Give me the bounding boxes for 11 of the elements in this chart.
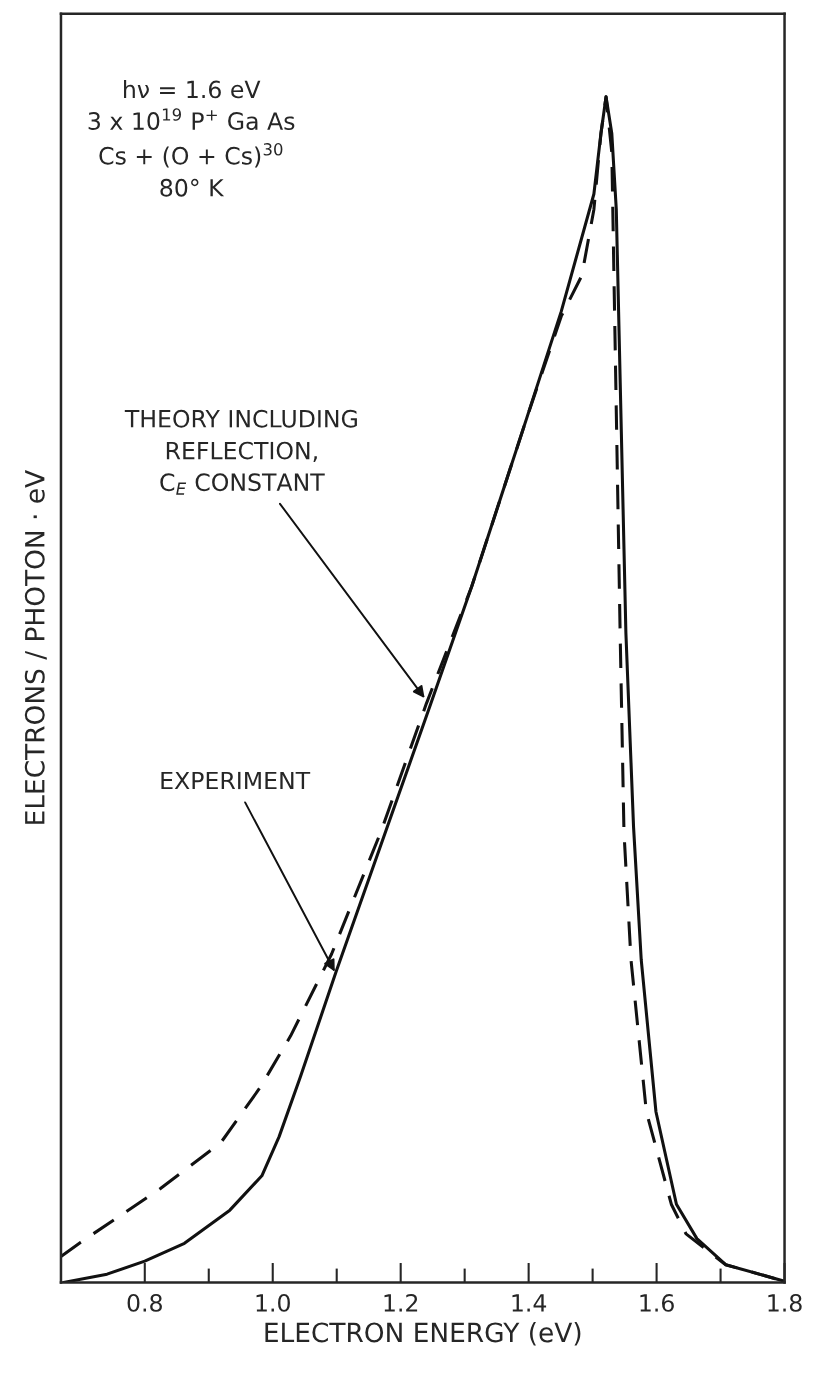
x-tick-label: 1.0	[256, 1294, 290, 1312]
annotation: EXPERIMENT	[161, 771, 311, 790]
x-tick-label: 0.8	[127, 1294, 162, 1312]
x-tick-label: 1.2	[384, 1294, 418, 1312]
text: hν = 1.6 eV 3 x 10$^{19}$ P$^{+}$ Ga As Cs + (O + Cs)$^{30}$ 80° K	[88, 80, 295, 197]
annotation: THEORY INCLUDING REFLECTION, C$_{E}$ CONSTANT	[124, 409, 357, 495]
x-tick-label: 1.8	[768, 1294, 802, 1312]
x-axis-title: ELECTRON ENERGY (eV)	[265, 1322, 581, 1346]
x-tick-label: 1.6	[640, 1294, 674, 1312]
y-axis-title: ELECTRONS / PHOTON · eV	[24, 470, 47, 824]
x-tick-label: 1.4	[512, 1294, 547, 1312]
